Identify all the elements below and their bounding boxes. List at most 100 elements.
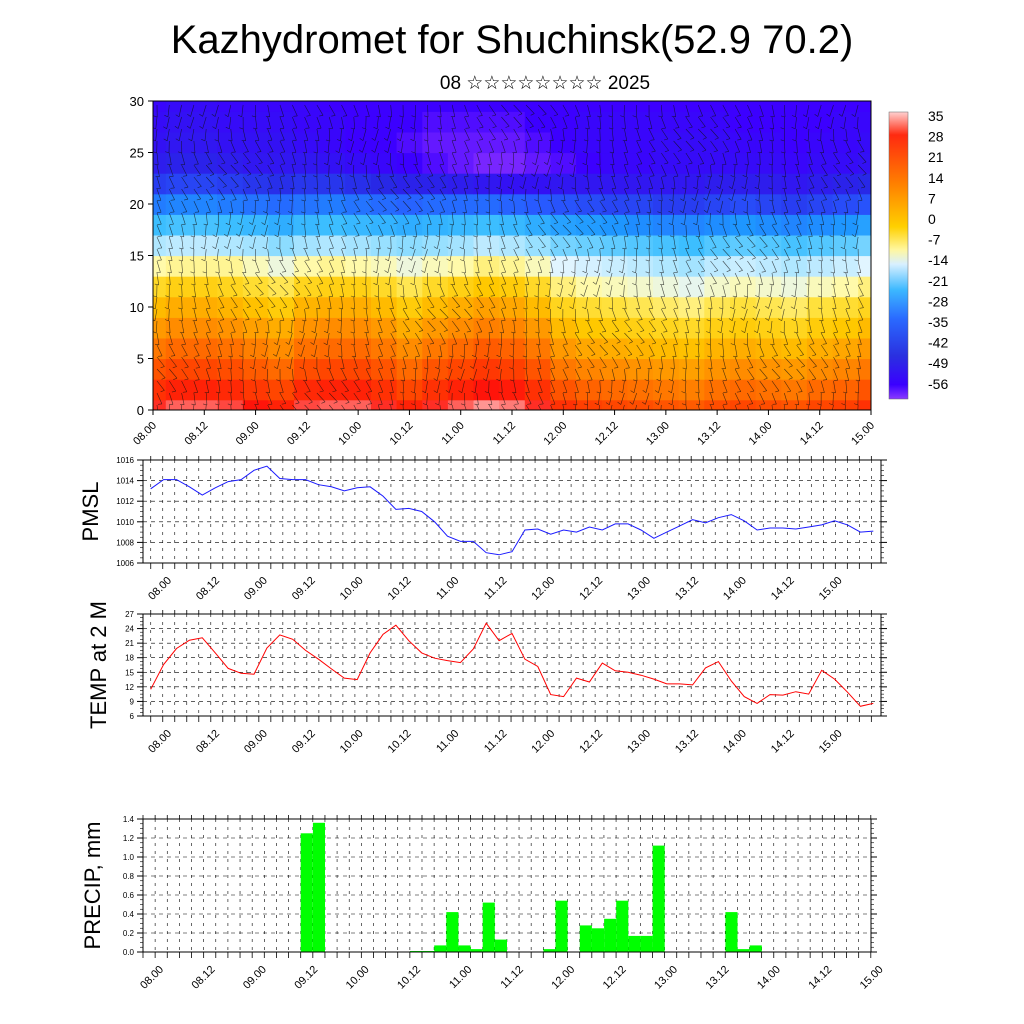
heatmap-cell: [832, 379, 859, 401]
wind-barb-flag: [455, 330, 460, 333]
wind-barb-flag: [203, 223, 208, 226]
wind-barb-flag: [354, 199, 360, 201]
wind-barb: [488, 236, 492, 249]
wind-barb-flag: [496, 175, 501, 178]
wind-barb: [193, 140, 196, 153]
y-tick-label: 0: [137, 403, 144, 418]
wind-barb: [439, 284, 445, 297]
heatmap-cell: [704, 358, 731, 380]
wind-barb: [501, 308, 506, 321]
wind-barb-flag: [456, 317, 461, 320]
wind-barb: [193, 284, 196, 297]
wind-barb: [636, 296, 640, 309]
wind-barb: [513, 248, 520, 260]
wind-barb: [427, 296, 435, 308]
wind-barb: [390, 176, 398, 188]
wind-barb: [388, 248, 391, 261]
y-tick-label: 1.0: [123, 853, 135, 862]
wind-barb: [609, 392, 613, 405]
wind-barb: [279, 260, 287, 272]
heatmap-cell: [294, 296, 321, 318]
wind-barb: [697, 368, 700, 382]
wind-barb: [378, 392, 383, 405]
wind-barb-flag: [201, 139, 206, 142]
wind-barb: [316, 236, 321, 249]
y-tick-label: 1006: [116, 559, 134, 568]
heatmap-cell: [704, 101, 731, 112]
heatmap-cell: [499, 358, 526, 380]
wind-barb: [499, 344, 502, 357]
wind-barb: [402, 212, 410, 224]
wind-barb: [415, 308, 423, 319]
wind-barb: [279, 392, 287, 404]
heatmap-cell: [396, 131, 423, 154]
heatmap-cell: [755, 399, 782, 410]
wind-barb: [353, 284, 356, 298]
wind-barb: [451, 320, 460, 331]
wind-barb-flag: [556, 162, 560, 165]
wind-barb: [193, 404, 195, 410]
wind-barb: [341, 356, 345, 369]
wind-barb-flag: [192, 307, 197, 310]
wind-barb-flag: [412, 235, 417, 238]
wind-barb-flag: [224, 233, 228, 237]
wind-barb-flag: [409, 246, 414, 250]
wind-barb: [611, 200, 619, 212]
wind-barb: [550, 188, 552, 202]
wind-barb: [218, 308, 225, 320]
wind-barb: [341, 296, 343, 309]
wind-barb: [438, 392, 441, 406]
wind-barb: [734, 152, 738, 165]
heatmap-cell: [165, 111, 192, 133]
heatmap-cell: [294, 173, 321, 195]
x-tick-label: 08.12: [194, 575, 222, 603]
wind-barb: [525, 404, 530, 410]
precip-bar: [543, 949, 556, 952]
wind-barb: [156, 380, 165, 391]
y-tick-label: 0.0: [123, 948, 135, 957]
heatmap-cell: [242, 173, 269, 195]
wind-barb: [449, 380, 453, 393]
wind-barb: [648, 188, 652, 201]
x-tick-label: 15.00: [817, 728, 845, 756]
heatmap-cell: [781, 379, 808, 401]
wind-barb: [710, 152, 716, 165]
wind-barb: [365, 332, 370, 345]
wind-barb-flag: [359, 138, 364, 141]
wind-barb: [808, 152, 813, 165]
x-tick-label: 12.00: [541, 420, 569, 448]
wind-barb: [734, 404, 738, 410]
wind-barb: [845, 272, 850, 285]
heatmap-cell: [422, 337, 449, 360]
colorbar-label: 14: [928, 170, 944, 186]
wind-barb-flag: [312, 163, 317, 166]
wind-barb-flag: [606, 415, 609, 417]
wind-barb-flag: [400, 379, 405, 382]
wind-barb: [513, 320, 516, 333]
wind-barb-flag: [471, 355, 476, 358]
heatmap-cell: [730, 131, 757, 154]
wind-barb-flag: [582, 270, 587, 274]
wind-barb: [230, 392, 232, 406]
wind-barb-flag: [257, 319, 262, 321]
heatmap-cell: [755, 173, 782, 195]
wind-barb: [832, 404, 834, 410]
wind-barb: [817, 104, 822, 117]
wind-barb: [292, 140, 297, 153]
wind-barb-flag: [399, 391, 404, 394]
wind-barb: [292, 260, 299, 272]
wind-barb: [242, 404, 245, 410]
wind-barb-flag: [184, 186, 189, 189]
wind-barb: [611, 212, 619, 224]
wind-barb-flag: [395, 209, 400, 212]
wind-barb: [156, 368, 166, 379]
heatmap-cell: [371, 173, 398, 195]
wind-barb: [267, 164, 274, 176]
heatmap-cell: [294, 337, 321, 360]
wind-barb: [448, 368, 453, 381]
heatmap-cell: [473, 234, 500, 257]
wind-barb: [747, 404, 750, 410]
wind-barb: [341, 116, 344, 129]
wind-barb: [771, 188, 774, 202]
wind-barb: [316, 380, 324, 392]
